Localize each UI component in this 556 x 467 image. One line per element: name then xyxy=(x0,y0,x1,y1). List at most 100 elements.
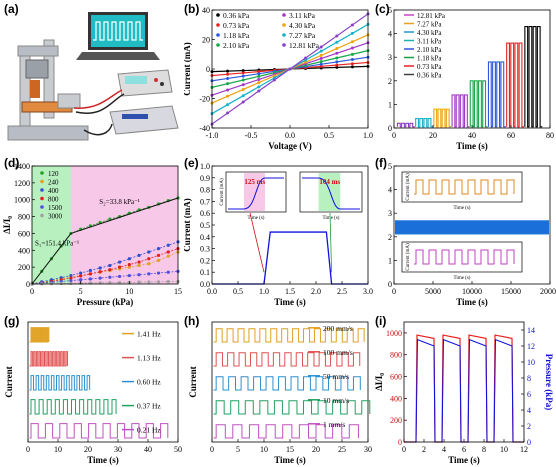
iv-point xyxy=(241,78,245,82)
y-tick-label: 600 xyxy=(390,373,402,382)
inset-shade xyxy=(318,173,341,211)
inset-x-label: Time (s) xyxy=(248,216,265,221)
iv-point xyxy=(304,56,308,60)
x-tick-label: 25 xyxy=(338,445,346,454)
inset-y-label: Current (mA) xyxy=(406,173,411,201)
sensitivity-point xyxy=(156,247,161,251)
iv-point xyxy=(335,34,339,38)
sensitivity-point xyxy=(108,263,112,268)
iv-point xyxy=(226,88,230,92)
step-response xyxy=(433,108,452,128)
chart-g: 0 10 20 30 40 50 Time (s) Current 1.41 Hz 1.13 Hz… xyxy=(4,321,182,465)
panel-label-b: (b) xyxy=(184,2,200,16)
plot-frame xyxy=(27,321,179,443)
x-tick-label: -1.0 xyxy=(206,131,219,140)
response-trace xyxy=(212,231,368,285)
sensitivity-point xyxy=(147,250,151,254)
iv-point xyxy=(335,63,339,67)
legend-entry: 100 mm/s xyxy=(323,348,353,357)
sensitivity-line xyxy=(31,251,179,285)
sensitivity-point xyxy=(127,257,131,261)
step-response xyxy=(469,80,488,128)
iv-point xyxy=(319,45,323,49)
y-tick-label: 0.1 xyxy=(200,268,210,277)
y-tick-label: 0.6 xyxy=(200,209,210,218)
y-tick-label: 4 xyxy=(388,30,392,39)
x-axis-label: Voltage (V) xyxy=(268,141,311,151)
x-tick-label: 80 xyxy=(546,131,554,140)
iv-point xyxy=(257,85,261,89)
x-tick-label: 30 xyxy=(364,445,372,454)
x-axis-label: Time (s) xyxy=(448,455,480,465)
y-tick-label: 2 xyxy=(388,233,392,242)
y-tick-label: 400 xyxy=(18,246,30,255)
x-axis-label: Time (s) xyxy=(456,141,488,151)
y-tick-label: 0.2 xyxy=(200,256,210,265)
legend-marker xyxy=(40,188,44,192)
x-tick-label: 0.0 xyxy=(207,287,217,296)
inset-time-label: 125 ms xyxy=(244,178,265,186)
x-axis-label: Time (s) xyxy=(274,297,306,307)
x-tick-label: 5000 xyxy=(425,287,441,296)
x-tick-label: -0.5 xyxy=(245,131,258,140)
legend-entry: 3000 xyxy=(48,213,63,221)
inset-trace xyxy=(228,177,284,210)
iv-point xyxy=(257,74,261,78)
sensitivity-point xyxy=(98,266,102,270)
legend-marker xyxy=(40,196,44,201)
y-tick-label: 400 xyxy=(390,394,402,403)
y-tick-label: 0.4 xyxy=(200,233,210,242)
sensitivity-point xyxy=(118,280,122,285)
iv-point xyxy=(304,60,308,64)
speed-trace xyxy=(213,328,365,343)
sensitivity-line xyxy=(31,248,179,285)
inset-y-label: Current (mA) xyxy=(406,243,411,271)
x-axis-label: Time (s) xyxy=(87,455,119,465)
x-tick-label: 40 xyxy=(144,445,152,454)
y-axis-label: Current (mA) xyxy=(184,42,192,96)
legend-entry: 3.11 kPa xyxy=(289,11,316,20)
x-tick-label: 1.0 xyxy=(363,131,373,140)
inset-pointer-right xyxy=(329,212,332,273)
x-tick-label: 0 xyxy=(402,445,406,454)
sensitivity-point xyxy=(156,253,161,257)
sensitivity-point xyxy=(156,258,161,262)
x-tick-label: 20 xyxy=(84,445,92,454)
y-tick-label: 0.0 xyxy=(200,280,210,289)
fit-line-s1 xyxy=(31,233,72,285)
legend-marker xyxy=(40,171,44,175)
sensitivity-point xyxy=(108,275,112,279)
legend-marker xyxy=(40,179,44,184)
sensitivity-point xyxy=(137,263,141,268)
sensitivity-point xyxy=(118,260,122,264)
legend-marker xyxy=(282,13,286,17)
x-tick-label: 0 xyxy=(392,287,396,296)
legend-entry: 1.13 Hz xyxy=(137,354,161,363)
legend-entry: 7.27 kPa xyxy=(417,21,442,29)
sensitivity-point xyxy=(108,268,112,272)
y-tick-label: 1 xyxy=(388,256,392,265)
sensitivity-point xyxy=(98,276,102,280)
speed-trace xyxy=(213,400,371,415)
legend-entry: 1.18 kPa xyxy=(417,55,442,63)
y-axis-label: Current xyxy=(4,366,14,397)
y2-tick-label: 12 xyxy=(527,342,535,351)
legend-marker xyxy=(216,33,220,37)
legend-entry: 1500 xyxy=(48,204,63,212)
y2-axis-label: Pressure (kPa) xyxy=(544,354,554,410)
iv-point xyxy=(350,46,354,50)
sensitivity-point xyxy=(147,272,151,276)
y-tick-label: 5 xyxy=(388,6,392,15)
y-axis-label: ΔI/I₀ xyxy=(2,216,12,234)
sensitivity-point xyxy=(137,280,141,284)
x-tick-label: 0 xyxy=(392,131,396,140)
iv-point xyxy=(335,47,339,51)
panel-label-i: (i) xyxy=(375,314,387,328)
panel-label-d: (d) xyxy=(4,156,20,170)
sensitivity-point xyxy=(108,281,112,285)
panel-label-a: (a) xyxy=(4,2,19,16)
x-tick-label: 4 xyxy=(442,445,446,454)
x-tick-label: 1.0 xyxy=(259,287,269,296)
multimeter-icon xyxy=(117,69,173,97)
